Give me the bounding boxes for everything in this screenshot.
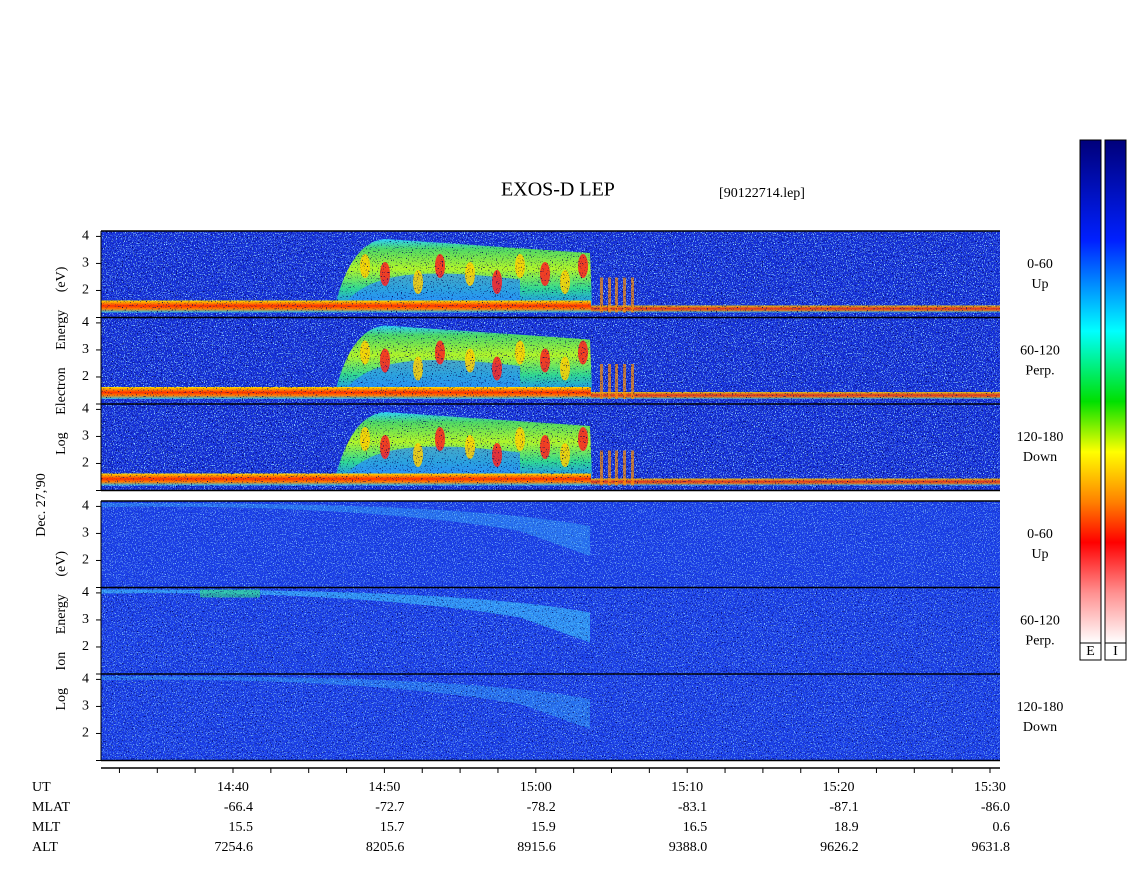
file-name: [90122714.lep] [719,186,805,201]
ephemeris-value: -78.2 [527,800,556,815]
ephemeris-name: MLT [32,820,61,835]
ephemeris-value: 8205.6 [366,840,405,855]
ephemeris-value: 15.9 [531,820,556,835]
direction-label: Up [1031,277,1048,292]
direction-label: Up [1031,547,1048,562]
pitch-label: 120-180 [1017,700,1064,715]
pitch-label: 0-60 [1027,257,1053,272]
ephemeris-value: 9388.0 [669,840,708,855]
spectrogram-area [101,231,1000,761]
y-tick-label: 2 [82,456,89,471]
y-tick-label: 3 [82,342,89,357]
ephemeris-value: 0.6 [993,820,1011,835]
ephemeris-value: 15:10 [671,780,703,795]
pitch-label: 0-60 [1027,527,1053,542]
color-bar-label: E [1086,644,1095,659]
species-axis-label: Log Electron Energy (eV) [54,266,69,455]
dark-noise [101,231,1000,318]
species-axis-label: Log Ion Energy (eV) [54,551,69,711]
y-tick-label: 3 [82,256,89,271]
ephemeris-value: -87.1 [829,800,858,815]
y-tick-label: 2 [82,283,89,298]
ephemeris-value: 15.5 [229,820,254,835]
ephemeris-value: 15.7 [380,820,405,835]
color-bar [1104,139,1127,644]
y-tick-label: 3 [82,429,89,444]
ephemeris-value: -83.1 [678,800,707,815]
y-tick-label: 4 [82,499,89,514]
direction-label: Perp. [1025,634,1054,649]
y-tick-label: 3 [82,612,89,627]
direction-label: Perp. [1025,364,1054,379]
pitch-label: 60-120 [1020,614,1060,629]
ephemeris-value: -66.4 [224,800,253,815]
ephemeris-name: UT [32,780,51,795]
ephemeris-value: 14:50 [368,780,400,795]
ephemeris-value: 15:00 [520,780,552,795]
y-tick-label: 4 [82,402,89,417]
ephemeris-name: ALT [32,840,58,855]
chart-title: EXOS-D LEP [501,179,615,201]
ephemeris-value: 18.9 [834,820,859,835]
ephemeris-value: 14:40 [217,780,249,795]
y-tick-label: 3 [82,699,89,714]
ephemeris-value: 7254.6 [215,840,254,855]
date-label: Dec. 27,'90 [34,473,49,537]
y-tick-label: 4 [82,585,89,600]
y-tick-label: 2 [82,639,89,654]
y-tick-label: 3 [82,526,89,541]
direction-label: Down [1023,450,1057,465]
color-bar-box [1104,642,1127,661]
y-tick-label: 4 [82,315,89,330]
ephemeris-value: 16.5 [683,820,708,835]
y-tick-label: 4 [82,229,89,244]
ephemeris-value: -72.7 [375,800,404,815]
dark-noise [101,674,1000,761]
ephemeris-value: -86.0 [981,800,1010,815]
dark-noise [101,317,1000,404]
ephemeris-value: 8915.6 [517,840,556,855]
ephemeris-value: 9631.8 [972,840,1011,855]
pitch-label: 120-180 [1017,430,1064,445]
color-bar [1079,139,1102,644]
direction-label: Down [1023,720,1057,735]
dark-noise [101,501,1000,588]
dark-noise [101,404,1000,491]
y-tick-label: 4 [82,672,89,687]
y-tick-label: 2 [82,369,89,384]
ephemeris-value: 15:30 [974,780,1006,795]
ephemeris-value: 9626.2 [820,840,859,855]
ephemeris-name: MLAT [32,800,71,815]
y-tick-label: 2 [82,726,89,741]
dark-noise [101,587,1000,674]
color-bar-box [1079,642,1102,661]
y-tick-label: 2 [82,553,89,568]
pitch-label: 60-120 [1020,344,1060,359]
color-bar-label: I [1113,644,1118,659]
ephemeris-value: 15:20 [823,780,855,795]
